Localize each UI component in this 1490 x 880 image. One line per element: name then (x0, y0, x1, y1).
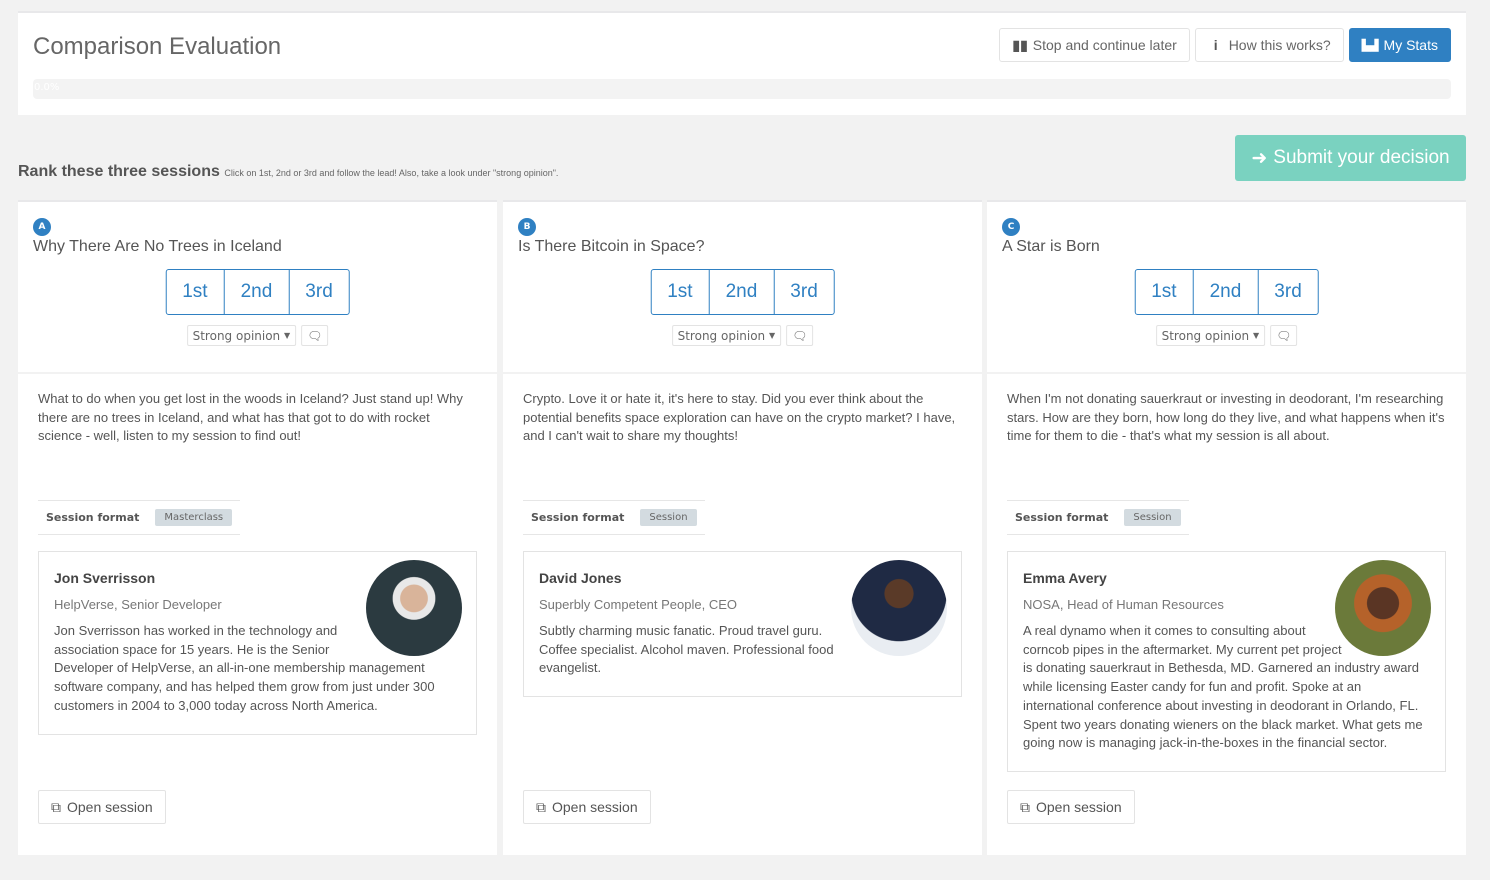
speaker-avatar (1335, 560, 1431, 656)
comment-button[interactable]: 🗨 (301, 325, 329, 346)
session-format: Session format Masterclass (38, 500, 241, 535)
session-column: B Is There Bitcoin in Space? 1st 2nd 3rd S… (503, 200, 982, 855)
speaker-bio: A real dynamo when it comes to consultin… (1023, 623, 1423, 751)
speaker-avatar (366, 560, 462, 656)
rank-1-button[interactable]: 1st (651, 270, 710, 314)
format-badge: Masterclass (155, 509, 233, 526)
comment-button[interactable]: 🗨 (1270, 325, 1298, 346)
caret-down-icon: ▼ (1253, 331, 1260, 340)
session-description: When I'm not donating sauerkraut or inve… (1007, 391, 1445, 443)
session-details: When I'm not donating sauerkraut or inve… (987, 374, 1466, 855)
session-badge: B (518, 218, 536, 236)
session-description: Crypto. Love it or hate it, it's here to… (523, 391, 956, 443)
caret-down-icon: ▼ (284, 331, 291, 340)
session-title: Why There Are No Trees in Iceland (33, 238, 282, 255)
rank-button-group: 1st 2nd 3rd (650, 269, 835, 315)
pause-icon: ▮▮ (1012, 36, 1028, 53)
session-title: A Star is Born (1002, 238, 1100, 255)
open-session-button[interactable]: ⧉ Open session (523, 790, 651, 824)
external-link-icon: ⧉ (51, 798, 61, 815)
open-session-button[interactable]: ⧉ Open session (1007, 790, 1135, 824)
info-icon: i (1213, 37, 1218, 53)
external-link-icon: ⧉ (536, 798, 546, 815)
comment-icon: 🗨 (307, 328, 323, 343)
session-column: C A Star is Born 1st 2nd 3rd Strong opinio… (987, 200, 1466, 855)
strong-opinion-dropdown[interactable]: Strong opinion ▼ (186, 325, 297, 346)
stop-continue-later-button[interactable]: ▮▮ Stop and continue later (999, 28, 1190, 62)
format-badge: Session (1124, 509, 1181, 526)
session-column: A Why There Are No Trees in Iceland 1st 2… (18, 200, 497, 855)
progress-label: 0.0% (34, 82, 60, 93)
speaker-card: Emma Avery NOSA, Head of Human Resources… (1007, 551, 1446, 772)
rank-3-button[interactable]: 3rd (1274, 281, 1302, 302)
rank-button-group: 1st 2nd 3rd (165, 269, 350, 315)
external-link-icon: ⧉ (1020, 798, 1030, 815)
session-card-header: A Why There Are No Trees in Iceland 1st 2… (18, 200, 497, 372)
comment-icon: 🗨 (1276, 328, 1292, 343)
speaker-card: David Jones Superbly Competent People, C… (523, 551, 962, 698)
comment-button[interactable]: 🗨 (786, 325, 814, 346)
session-card-header: B Is There Bitcoin in Space? 1st 2nd 3rd S… (503, 200, 982, 372)
strong-opinion-dropdown[interactable]: Strong opinion ▼ (671, 325, 782, 346)
how-this-works-button[interactable]: i How this works? (1194, 28, 1344, 62)
bar-chart-icon: ▙▟ (1361, 39, 1379, 52)
rank-3-button[interactable]: 3rd (790, 281, 818, 302)
speaker-name: Jon Sverrisson (54, 570, 156, 586)
page-title: Comparison Evaluation (33, 33, 282, 60)
instructions-hint: Click on 1st, 2nd or 3rd and follow the … (224, 168, 559, 178)
format-badge: Session (640, 509, 697, 526)
progress-bar: 0.0% (33, 79, 1451, 99)
rank-button-group: 1st 2nd 3rd (1134, 269, 1319, 315)
speaker-role: NOSA, Head of Human Resources (1023, 597, 1224, 612)
session-format: Session format Session (523, 500, 705, 535)
session-title: Is There Bitcoin in Space? (518, 238, 705, 255)
session-details: Crypto. Love it or hate it, it's here to… (503, 374, 982, 855)
rank-2-button[interactable]: 2nd (710, 270, 775, 314)
instructions: Rank these three sessions Click on 1st, … (18, 163, 559, 180)
session-format: Session format Session (1007, 500, 1189, 535)
speaker-bio: Subtly charming music fanatic. Proud tra… (539, 623, 834, 676)
submit-decision-button[interactable]: ➜ Submit your decision (1235, 135, 1466, 181)
session-badge: C (1002, 218, 1020, 236)
speaker-avatar (851, 560, 947, 656)
rank-2-button[interactable]: 2nd (225, 270, 290, 314)
speaker-name: David Jones (539, 570, 622, 586)
arrow-right-icon: ➜ (1251, 147, 1268, 169)
strong-opinion-dropdown[interactable]: Strong opinion ▼ (1155, 325, 1266, 346)
rank-3-button[interactable]: 3rd (305, 281, 333, 302)
rank-1-button[interactable]: 1st (1135, 270, 1194, 314)
rank-2-button[interactable]: 2nd (1194, 270, 1259, 314)
my-stats-button[interactable]: ▙▟ My Stats (1348, 28, 1451, 62)
speaker-role: Superbly Competent People, CEO (539, 597, 737, 612)
session-card-header: C A Star is Born 1st 2nd 3rd Strong opinio… (987, 200, 1466, 372)
open-session-button[interactable]: ⧉ Open session (38, 790, 166, 824)
speaker-bio: Jon Sverrisson has worked in the technol… (54, 623, 435, 713)
caret-down-icon: ▼ (769, 331, 776, 340)
speaker-name: Emma Avery (1023, 570, 1107, 586)
speaker-role: HelpVerse, Senior Developer (54, 597, 222, 612)
header-panel: Comparison Evaluation ▮▮ Stop and continu… (18, 11, 1466, 115)
speaker-card: Jon Sverrisson HelpVerse, Senior Develop… (38, 551, 477, 735)
session-description: What to do when you get lost in the wood… (38, 391, 463, 443)
rank-1-button[interactable]: 1st (166, 270, 225, 314)
comment-icon: 🗨 (792, 328, 808, 343)
session-details: What to do when you get lost in the wood… (18, 374, 497, 855)
session-badge: A (33, 218, 51, 236)
